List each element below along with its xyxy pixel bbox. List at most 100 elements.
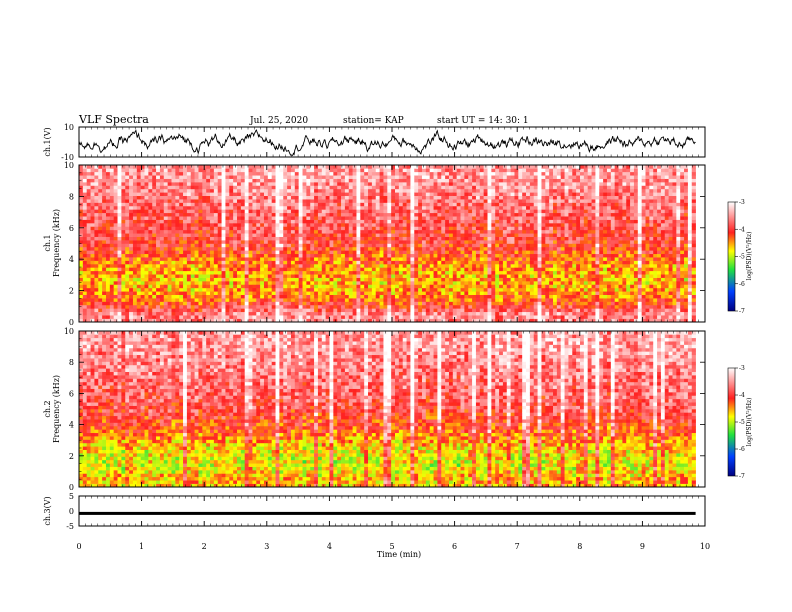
ch1-spectrogram-cell (82, 212, 87, 217)
ch1-spectrogram-cell (202, 195, 207, 200)
ch1-spectrogram-cell (98, 188, 103, 193)
ch1-spectrogram-cell (468, 233, 473, 237)
ch1-spectrogram-cell (94, 188, 99, 193)
ch1-spectrogram-cell (414, 284, 419, 289)
ch1-spectrogram-cell (121, 216, 126, 220)
ch1-spectrogram-cell (337, 168, 342, 173)
ch1-spectrogram-cell (302, 185, 307, 190)
ch1-spectrogram-cell (217, 274, 222, 278)
ch1-spectrogram-cell (206, 212, 211, 217)
ch1-spectrogram-cell (441, 209, 446, 214)
ch1-spectrogram-cell (244, 311, 249, 316)
ch1-spectrogram-cell (237, 216, 242, 220)
ch1-spectrogram-cell (229, 188, 234, 193)
ch1-spectrogram-cell (387, 304, 392, 309)
ch1-spectrogram-cell (298, 243, 303, 248)
ch1-spectrogram-cell (102, 195, 107, 200)
ch1-spectrogram-cell (179, 236, 184, 241)
ch1-spectrogram-cell (348, 294, 353, 299)
ch1-spectrogram-cell (194, 219, 199, 224)
ch1-spectrogram-cell (472, 229, 477, 234)
ch1-spectrogram-cell (410, 294, 415, 299)
ch1-spectrogram-cell (163, 270, 168, 275)
ch1-spectrogram-cell (105, 165, 111, 169)
ch1-spectrogram-cell (171, 315, 176, 319)
ch1-spectrogram-cell (306, 226, 311, 231)
ch1-spectrogram-cell (217, 202, 222, 207)
ch1-spectrogram-cell (82, 168, 87, 173)
ch1-spectrogram-cell (406, 216, 411, 220)
ch1-spectrogram-cell (121, 240, 126, 244)
ch1-spectrogram-cell (79, 287, 84, 292)
ch1-spectrogram-cell (121, 311, 126, 316)
ch1-spectrogram-cell (183, 178, 188, 183)
ch1-spectrogram-cell (421, 229, 427, 234)
ch1-spectrogram-cell (283, 195, 288, 200)
ch1-spectrogram-cell (364, 308, 369, 313)
ch1-spectrogram-cell (433, 274, 438, 278)
ch1-spectrogram-cell (210, 178, 215, 183)
ch1-spectrogram-cell (310, 199, 315, 203)
ch1-spectrogram-cell (171, 209, 176, 214)
ch1-spectrogram-cell (171, 253, 176, 258)
ch1-spectrogram-cell (148, 308, 153, 313)
ch1-spectrogram-cell (237, 195, 242, 200)
ch1-spectrogram-cell (129, 250, 134, 255)
ch1-spectrogram-cell (105, 233, 111, 237)
ch1-spectrogram-cell (240, 188, 246, 193)
ch1-spectrogram-cell (267, 308, 272, 313)
ch1-spectrogram-cell (159, 311, 165, 316)
ch1-spectrogram-cell (425, 287, 430, 292)
ch1-spectrogram-cell (383, 199, 388, 203)
ch1-spectrogram-cell (437, 250, 442, 255)
ch1-spectrogram-cell (229, 199, 234, 203)
ch1-spectrogram-cell (190, 294, 195, 299)
ch1-spectrogram-cell (121, 168, 126, 173)
ch1-spectrogram-cell (171, 267, 176, 272)
ch1-spectrogram-cell (167, 253, 172, 258)
ch1-spectrogram-cell (79, 192, 84, 197)
ch1-spectrogram-cell (298, 192, 303, 197)
ch1-spectrogram-cell (113, 308, 118, 313)
ch1-spectrogram-cell (132, 263, 138, 268)
ch1-spectrogram-cell (379, 318, 384, 323)
ch1-spectrogram-cell (371, 219, 377, 224)
ch1-spectrogram-cell (179, 216, 184, 220)
ch1-spectrogram-cell (125, 185, 130, 190)
ch1-spectrogram-cell (348, 185, 353, 190)
ch1-spectrogram-cell (337, 284, 342, 289)
ch1-spectrogram-cell (140, 233, 145, 237)
ch1-spectrogram-cell (333, 294, 338, 299)
ch1-spectrogram-cell (325, 182, 330, 186)
ch1-spectrogram-cell (437, 243, 442, 248)
ch1-spectrogram-cell (441, 185, 446, 190)
ch1-spectrogram-cell (329, 257, 334, 261)
ch1-spectrogram-cell (425, 291, 430, 295)
ch1-spectrogram-cell (194, 294, 199, 299)
ch1-spectrogram-cell (136, 250, 141, 255)
ch1-spectrogram-cell (248, 257, 253, 261)
ch1-spectrogram-cell (395, 168, 400, 173)
ch1-spectrogram-cell (472, 171, 477, 176)
ch1-spectrogram-cell (152, 274, 157, 278)
ch1-spectrogram-cell (237, 301, 242, 306)
ch1-spectrogram-cell (421, 318, 427, 323)
ch1-spectrogram-cell (321, 188, 326, 193)
ch1-spectrogram-cell (375, 294, 380, 299)
ch1-spectrogram-cell (472, 205, 477, 210)
ch1-spectrogram-cell (190, 165, 195, 169)
ch1-spectrogram-cell (260, 253, 265, 258)
ch1-spectrogram-cell (121, 243, 126, 248)
ch1-spectrogram-cell (341, 250, 346, 255)
ch1-spectrogram-cell (364, 168, 369, 173)
figure-title: VLF Spectra (78, 113, 149, 126)
ch1-spectrogram-cell (283, 311, 288, 316)
ch1-spectrogram-cell (414, 178, 419, 183)
ch1-spectrogram-cell (79, 308, 84, 313)
ch1-spectrogram-cell (433, 195, 438, 200)
ch1-spectrogram-cell (371, 223, 377, 227)
ch1-spectrogram-cell (159, 315, 165, 319)
ch1-spectrogram-cell (175, 229, 180, 234)
ch1-spectrogram-cell (468, 294, 473, 299)
ch1-spectrogram-cell (194, 233, 199, 237)
